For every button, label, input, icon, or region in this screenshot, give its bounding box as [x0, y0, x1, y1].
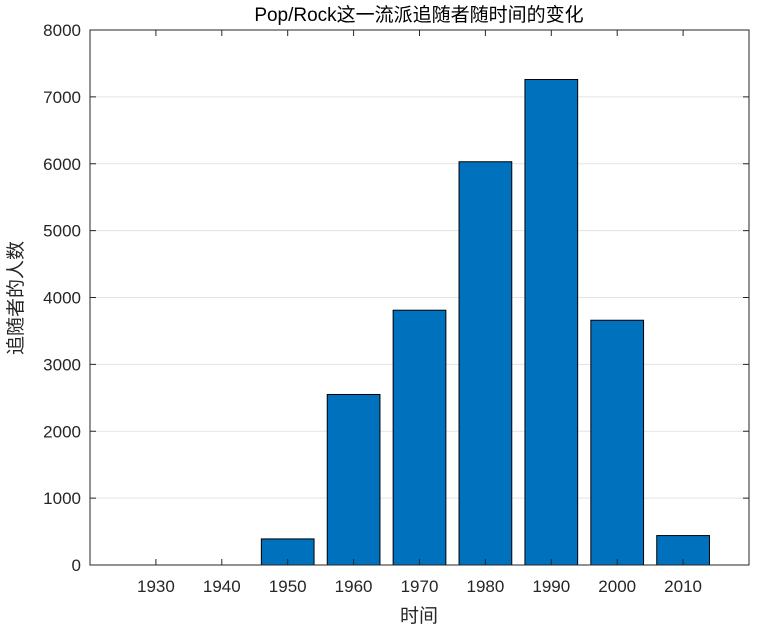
bar-1960	[326, 393, 381, 566]
x-tick-labels: 1930 1940 1950 1960 1970 1980 1990 2000 2010	[137, 577, 702, 596]
y-tick-label-0: 0	[72, 556, 81, 575]
y-tick-label-1000: 1000	[43, 489, 81, 508]
y-tick-label-6000: 6000	[43, 155, 81, 174]
axis-ticks	[90, 29, 749, 566]
bar-1990	[524, 78, 579, 566]
x-tick-label-1950: 1950	[269, 577, 307, 596]
y-tick-label-4000: 4000	[43, 289, 81, 308]
x-tick-label-1960: 1960	[335, 577, 373, 596]
x-tick-label-2000: 2000	[598, 577, 636, 596]
x-tick-label-2010: 2010	[664, 577, 702, 596]
y-tick-label-3000: 3000	[43, 355, 81, 374]
y-tick-labels: 0 1000 2000 3000 4000 5000 6000 7000 8000	[43, 21, 81, 575]
bar-1970	[392, 309, 447, 566]
y-tick-label-7000: 7000	[43, 88, 81, 107]
x-tick-label-1940: 1940	[203, 577, 241, 596]
y-tick-label-2000: 2000	[43, 422, 81, 441]
x-axis-label: 时间	[400, 605, 438, 627]
bar-2000	[590, 319, 645, 566]
y-tick-label-5000: 5000	[43, 222, 81, 241]
x-tick-label-1930: 1930	[137, 577, 175, 596]
x-tick-label-1970: 1970	[401, 577, 439, 596]
x-tick-label-1980: 1980	[466, 577, 504, 596]
bar-1980	[458, 161, 513, 566]
chart-title: Pop/Rock这一流派追随者随时间的变化	[254, 4, 583, 26]
y-axis-label: 追随者的人数	[5, 241, 27, 355]
y-tick-label-8000: 8000	[43, 21, 81, 40]
x-tick-label-1990: 1990	[532, 577, 570, 596]
